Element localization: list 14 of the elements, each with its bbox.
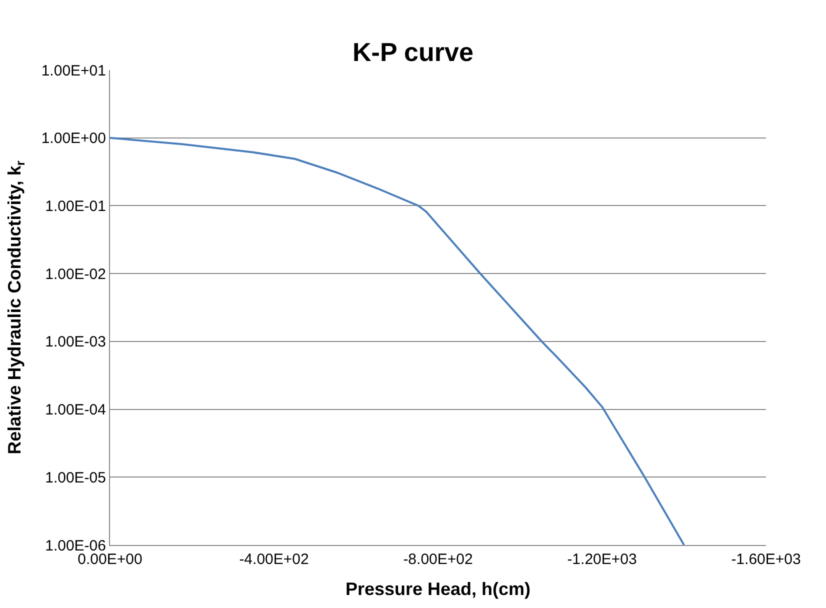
y-tick-label: 1.00E-03 [45, 334, 106, 351]
line-series [110, 136, 685, 545]
x-tick-label: -8.00E+02 [403, 551, 473, 568]
y-tick-label: 1.00E-04 [45, 402, 106, 419]
x-tick-label: -1.60E+03 [731, 551, 801, 568]
y-tick-label: 1.00E+00 [41, 130, 106, 148]
y-tick-label: 1.00E-05 [45, 469, 106, 486]
x-tick-label: -4.00E+02 [239, 551, 309, 568]
x-tick-label: -1.20E+03 [567, 551, 637, 568]
x-axis-title: Pressure Head, h(cm) [345, 579, 531, 600]
y-tick-label: 1.00E+01 [41, 62, 106, 80]
y-tick-label: 1.00E-01 [45, 198, 106, 215]
chart-title: K-P curve [352, 36, 474, 67]
y-tick-label: 1.00E-02 [45, 266, 106, 283]
